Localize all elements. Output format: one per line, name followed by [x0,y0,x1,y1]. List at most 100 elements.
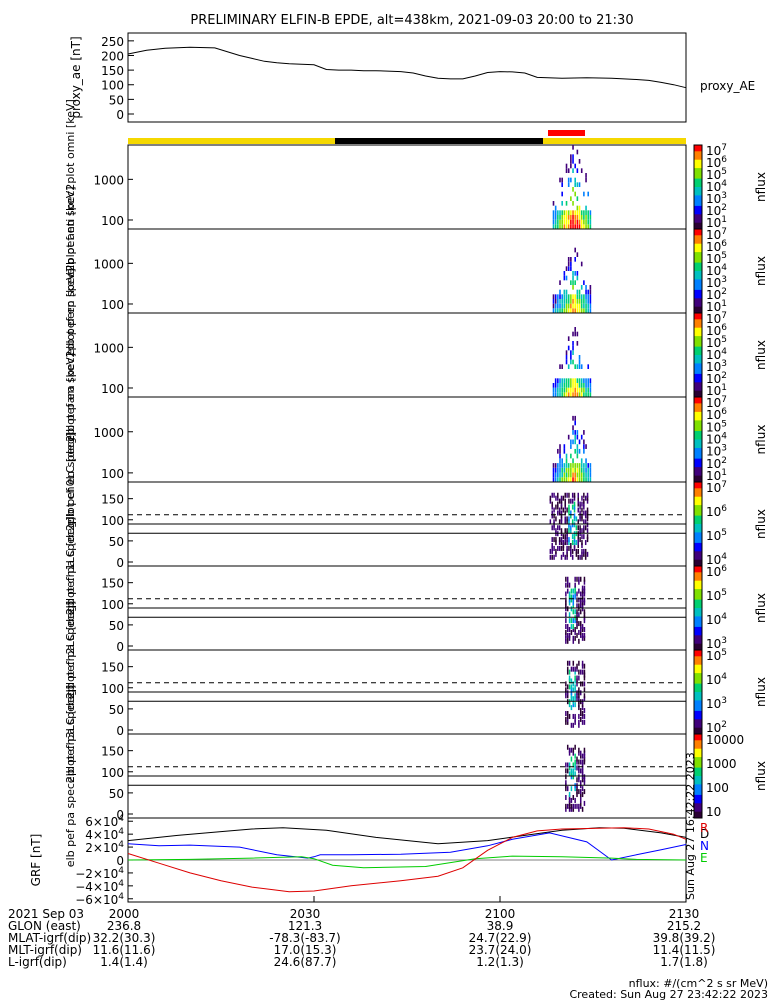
pa-bin [578,713,580,719]
pa-bin [566,660,569,666]
pa-bin [574,765,576,771]
colorbar-segment [694,486,702,489]
pa-bin [583,777,586,783]
pa-bin [568,635,571,641]
energy-bin [572,345,574,351]
colorbar [693,396,703,483]
energy-bin [565,392,568,397]
colorbar-segment [694,713,702,716]
energy-bin [559,280,561,285]
energy-bin [574,303,576,309]
pa-bin [562,534,565,540]
colorbar-segment [694,509,702,512]
pa-bin [586,498,589,504]
energy-bin [557,477,559,482]
colorbar-segment [694,279,702,282]
pa-bin [574,696,576,702]
pa-bin [576,576,578,582]
pa-bin [574,762,576,768]
pa-bin [574,669,576,675]
colorbar-segment [694,538,702,542]
pa-bin [583,612,586,618]
colorbar-segment [694,285,702,289]
energy-panel-frame [127,144,687,230]
pa-bin [581,516,583,522]
energy-bin [576,289,579,295]
pa-bin [565,582,567,588]
energy-bin [554,383,557,388]
pa-bin [576,696,578,702]
pa-bin [568,762,571,768]
colorbar-segment [694,214,702,217]
pa-bin [574,684,576,690]
pa-bin [578,612,580,618]
pa-bin [574,582,576,588]
energy-bin [583,224,585,229]
pa-bin [581,507,583,513]
pa-bin [565,795,567,800]
pa-bin [566,519,568,525]
pa-bin [573,507,576,513]
energy-spectrogram [552,327,592,397]
pa-bin [571,522,574,528]
pa-bin [551,510,553,516]
pa-bin [583,750,586,756]
colorbar-segment [694,635,702,638]
colorbar-segment [694,479,702,483]
energy-bin [578,182,581,187]
colorbar-segment [694,157,702,161]
energy-bin [589,299,592,304]
side-stamp-group: Sun Aug 27 16:42:22 2023 [684,752,697,900]
pa-bin [578,660,580,666]
energy-bin [583,299,585,304]
pa-bin [578,747,580,753]
energy-bin [570,294,572,299]
pa-bin [586,522,589,528]
pa-bin [566,492,568,498]
energy-bin [559,463,561,468]
energy-bin [587,378,590,383]
energy-bin [557,308,559,313]
energy-bin [554,387,557,393]
colorbar-tick-label: 102 [706,287,727,302]
colorbar-segment [694,788,702,792]
pa-spectrogram [549,492,589,560]
energy-bin [572,341,574,346]
energy-bin [572,331,574,337]
pa-bin [568,632,571,638]
pa-bin [579,711,582,716]
energy-bin [572,425,574,431]
energy-bin [557,383,559,388]
pa-bin [570,803,573,809]
colorbar-segment [694,441,702,445]
pa-bin [581,635,584,641]
pa-bin [581,495,583,501]
energy-bin [563,224,566,229]
pa-bin [584,551,587,557]
colorbar-segment [694,482,702,485]
colorbar-segment [694,292,702,295]
pa-bin [572,660,575,666]
orbit-row-label: MLAT-igrf(dip) [8,931,91,945]
pa-bin [570,747,573,753]
pa-bin [568,803,571,809]
energy-bin [580,168,583,173]
pa-bin [583,504,585,510]
energy-bin [554,392,557,397]
colorbar-segment [694,599,702,603]
colorbar-segment [694,608,702,611]
energy-bin [570,453,572,459]
pa-bin [583,635,586,641]
colorbar-segment [694,738,702,741]
pa-bin [581,660,584,666]
colorbar-segment [694,390,702,394]
colorbar-frame [693,733,703,819]
energy-bin [583,387,585,393]
energy-bin [574,383,576,388]
energy-bin [572,215,574,220]
pa-bin [578,806,580,812]
colorbar-segment [694,498,702,502]
pa-tick-label: 150 [101,661,124,675]
energy-bin [557,294,559,299]
